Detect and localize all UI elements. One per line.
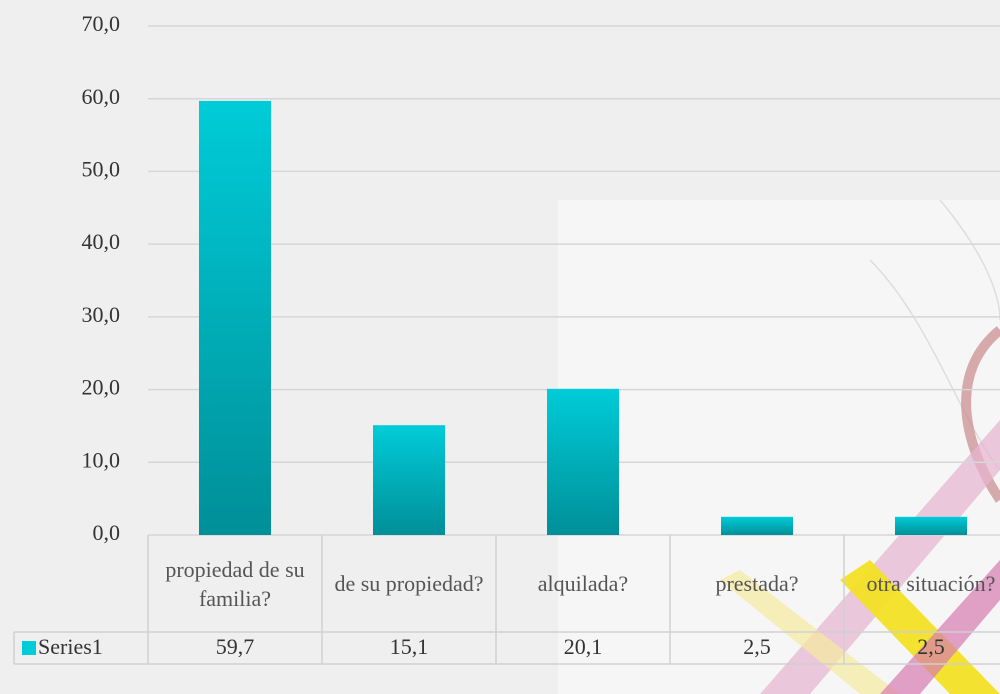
background-decoration — [558, 199, 1000, 694]
y-tick-label: 10,0 — [82, 447, 121, 472]
y-tick-label: 50,0 — [82, 156, 121, 181]
x-tick-cell: alquilada? — [537, 571, 629, 596]
value-label: 20,1 — [564, 634, 603, 659]
value-label: 15,1 — [390, 634, 429, 659]
x-tick-label: alquilada? — [537, 571, 629, 596]
x-tick-cell: propiedad de su familia? — [165, 556, 305, 611]
y-tick-label: 70,0 — [82, 11, 121, 36]
value-label: 2,5 — [743, 634, 771, 659]
y-tick-label: 60,0 — [82, 84, 121, 109]
x-tick-label: de su propiedad? — [334, 571, 484, 596]
bar — [199, 100, 271, 535]
value-label: 2,5 — [917, 634, 945, 659]
y-tick-label: 0,0 — [93, 520, 121, 545]
y-tick-label: 20,0 — [82, 375, 121, 400]
x-tick-label: propiedad de su familia? — [165, 556, 305, 611]
x-tick-label: otra situación? — [866, 571, 996, 596]
x-tick-cell: otra situación? — [866, 571, 996, 596]
bar — [895, 516, 967, 535]
x-tick-cell: prestada? — [715, 571, 799, 596]
legend-label: Series1 — [38, 634, 103, 659]
y-tick-label: 40,0 — [82, 229, 121, 254]
x-tick-cell: de su propiedad? — [334, 571, 484, 596]
x-tick-label: prestada? — [715, 571, 799, 596]
bar — [547, 388, 619, 535]
bar — [373, 425, 445, 535]
legend-swatch — [22, 641, 36, 655]
bar — [721, 516, 793, 535]
value-label: 59,7 — [216, 634, 255, 659]
y-tick-label: 30,0 — [82, 302, 121, 327]
